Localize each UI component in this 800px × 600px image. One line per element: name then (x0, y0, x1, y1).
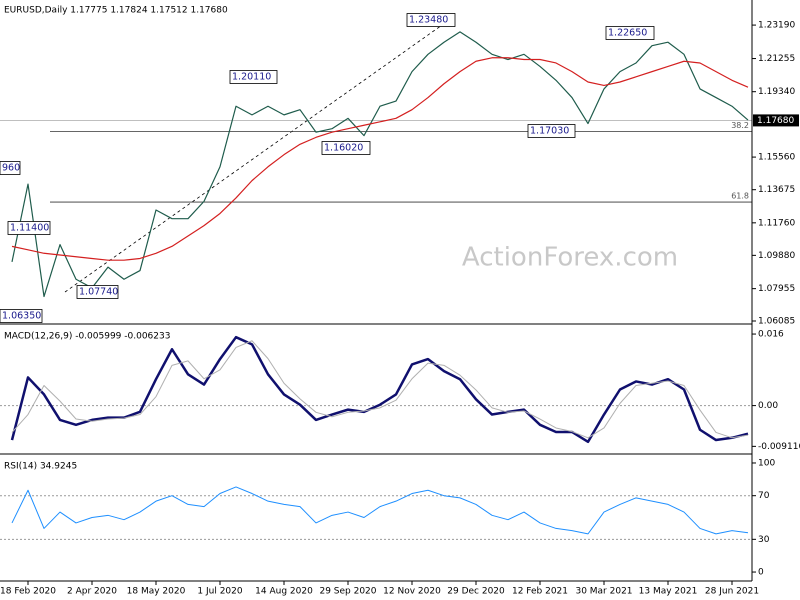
last-price-box (753, 114, 799, 127)
y-tick-label: 1.23190 (758, 21, 795, 31)
price-label-box (7, 221, 51, 235)
panel-title: RSI(14) 34.9245 (4, 462, 77, 472)
x-tick-label: 14 Aug 2020 (255, 587, 313, 597)
y-tick-label: 100 (758, 458, 775, 468)
price-label: 1.23480 (409, 15, 448, 26)
y-tick-label: 1.06085 (758, 317, 795, 327)
price-label-box (0, 161, 21, 175)
x-tick-label: 29 Dec 2020 (447, 587, 505, 597)
series-line (11, 57, 749, 261)
x-tick-label: 13 May 2021 (639, 587, 698, 597)
x-tick-label: 28 Jun 2021 (705, 587, 759, 597)
y-tick-label: 1.19340 (758, 87, 795, 97)
price-label-box (229, 70, 278, 84)
series-line (11, 31, 749, 298)
price-label-box (76, 285, 119, 299)
x-tick-label: 29 Sep 2020 (319, 587, 376, 597)
series-line (11, 486, 749, 535)
price-label-box (605, 26, 655, 40)
y-tick-label: 1.21255 (758, 54, 795, 64)
x-tick-label: 18 Feb 2020 (0, 587, 56, 597)
price-label: 1.07740 (79, 287, 118, 298)
y-tick-label: 30 (758, 535, 770, 545)
price-label: 1.11400 (10, 223, 49, 234)
x-tick-label: 12 Feb 2021 (512, 587, 568, 597)
y-tick-label: 1.15560 (758, 153, 795, 163)
price-label: 1.06350 (2, 311, 41, 322)
y-tick-label: -0.009116 (758, 442, 800, 452)
y-tick-label: 0.00 (758, 401, 778, 411)
fib-label: 38.2 (731, 121, 749, 130)
x-tick-label: 1 Jul 2020 (197, 587, 242, 597)
y-tick-label: 1.13675 (758, 185, 795, 195)
price-label-box (0, 309, 43, 323)
series-line (10, 335, 749, 444)
x-tick-label: 30 Mar 2021 (575, 587, 632, 597)
price-label: 1.17030 (530, 126, 569, 137)
price-label: 1.20110 (232, 72, 271, 83)
y-tick-label: 1.11760 (758, 218, 795, 228)
y-tick-label: 1.07955 (758, 284, 795, 294)
last-price-label: 1.17680 (757, 116, 794, 126)
price-label-box (406, 13, 456, 27)
x-tick-label: 12 Nov 2020 (383, 587, 441, 597)
panel-title: EURUSD,Daily 1.17775 1.17824 1.17512 1.1… (4, 6, 228, 16)
trend-line (64, 17, 453, 293)
y-tick-label: 1.09880 (758, 251, 795, 261)
price-label: 960 (2, 163, 20, 174)
y-tick-label: 0.016 (758, 330, 784, 340)
price-label: 1.16020 (324, 143, 363, 154)
watermark: ActionForex.com (462, 243, 678, 273)
panel-title: MACD(12,26,9) -0.005999 -0.006233 (4, 332, 170, 342)
fib-label: 61.8 (731, 192, 749, 201)
y-tick-label: 0 (758, 568, 764, 578)
price-label-box (321, 141, 371, 155)
y-tick-label: 70 (758, 491, 770, 501)
x-tick-label: 18 May 2020 (127, 587, 186, 597)
series-line (11, 340, 749, 439)
price-label: 1.22650 (608, 28, 647, 39)
price-label-box (527, 124, 576, 138)
x-tick-label: 2 Apr 2020 (67, 587, 117, 597)
